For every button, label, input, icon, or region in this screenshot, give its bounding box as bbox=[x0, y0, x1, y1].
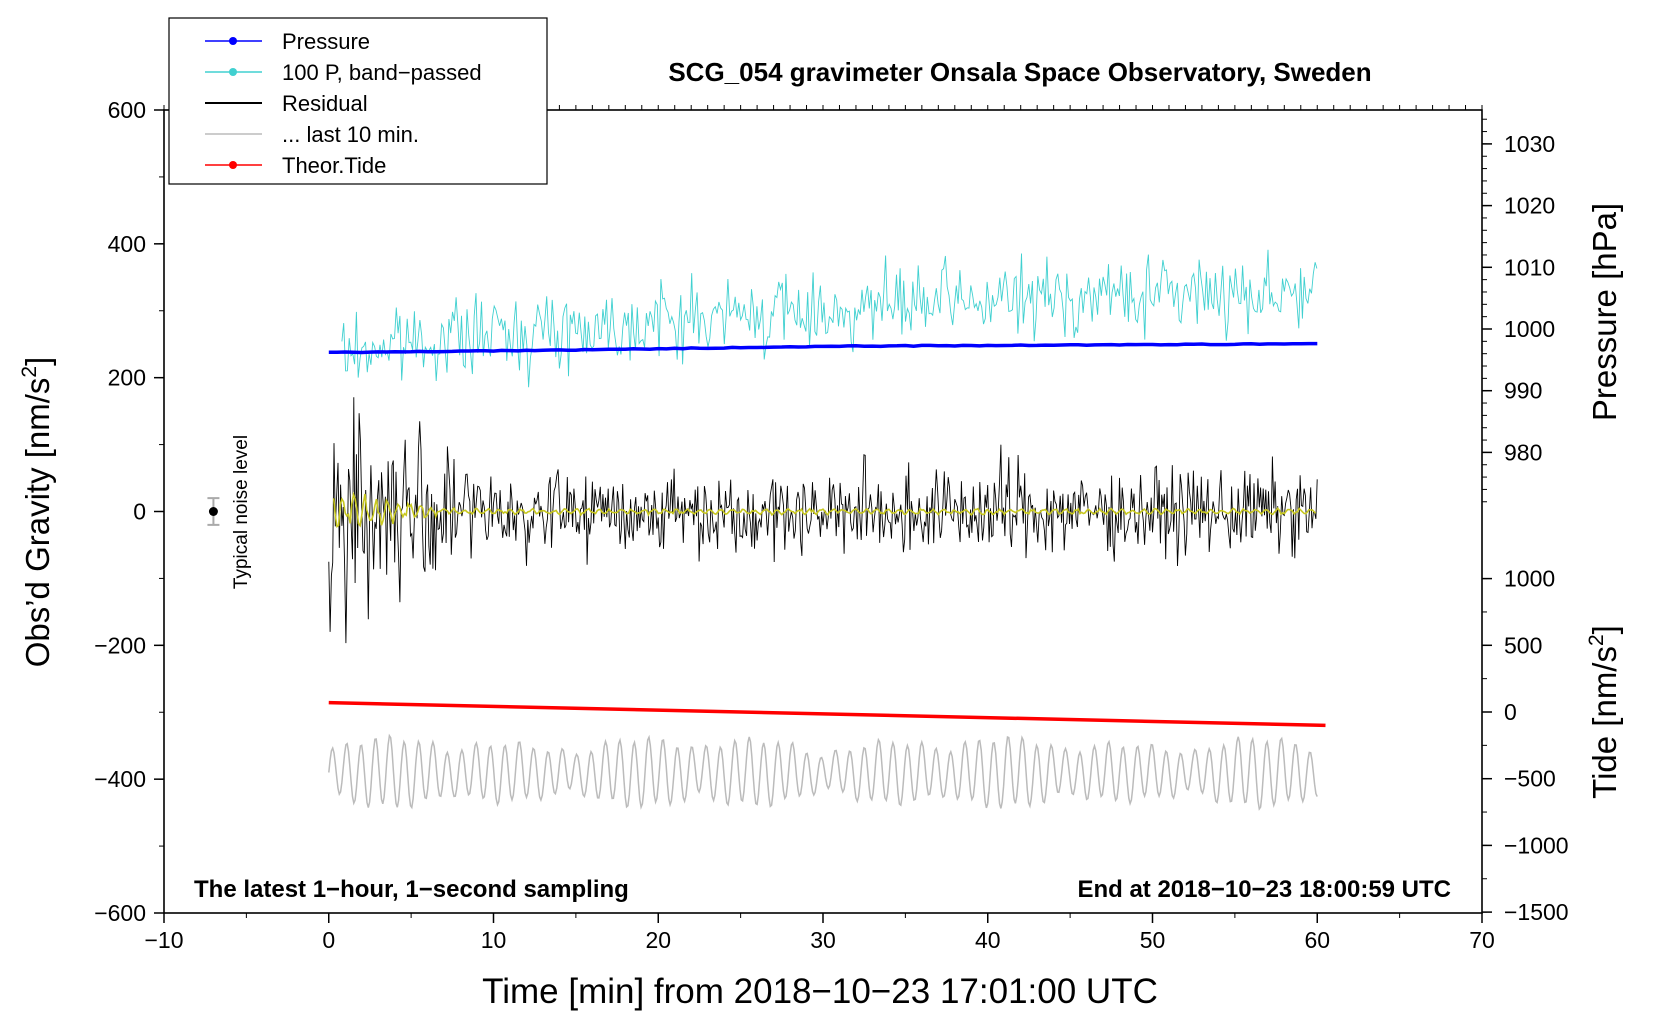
y-axis-label-left-suffix: ] bbox=[19, 357, 56, 366]
series-line-residual bbox=[328, 397, 1318, 644]
pressure-tick-label: 1010 bbox=[1504, 254, 1555, 280]
legend-label: ... last 10 min. bbox=[282, 122, 419, 147]
chart-title: SCG_054 gravimeter Onsala Space Observat… bbox=[668, 57, 1371, 87]
y-axis-label-tide-suffix: ] bbox=[1586, 625, 1623, 634]
noise-marker bbox=[207, 497, 220, 526]
y-tick-label: 0 bbox=[133, 499, 146, 525]
noise-point bbox=[208, 507, 218, 516]
x-tick-label: 70 bbox=[1469, 927, 1495, 953]
tide-tick-label: 0 bbox=[1504, 699, 1517, 725]
y-axis-label-left-prefix: Obs’d Gravity [nm/s bbox=[19, 378, 56, 668]
y-axis-label-tide-prefix: Tide [nm/s bbox=[1586, 646, 1623, 799]
y-axis-label-pressure: Pressure [hPa] bbox=[1586, 203, 1623, 421]
x-tick-label: 0 bbox=[322, 927, 335, 953]
annotation-right: End at 2018−10−23 18:00:59 UTC bbox=[1077, 876, 1451, 903]
x-tick-label: 20 bbox=[645, 927, 671, 953]
tide-tick-label: 1000 bbox=[1504, 566, 1555, 592]
series-line-tide bbox=[328, 700, 1326, 728]
noise-label: Typical noise level bbox=[231, 435, 252, 589]
series-line-pressure bbox=[328, 341, 1318, 355]
x-tick-label: 40 bbox=[975, 927, 1001, 953]
y-tick-label: −600 bbox=[94, 900, 146, 926]
pressure-tick-label: 1020 bbox=[1504, 193, 1555, 219]
annotation-left: The latest 1−hour, 1−second sampling bbox=[194, 876, 629, 903]
x-tick-label: 60 bbox=[1304, 927, 1330, 953]
x-tick-label: 50 bbox=[1140, 927, 1166, 953]
legend-marker bbox=[229, 161, 237, 169]
pressure-tick-label: 1000 bbox=[1504, 316, 1555, 342]
tide-tick-label: −500 bbox=[1504, 766, 1556, 792]
tide-tick-label: −1500 bbox=[1504, 899, 1569, 925]
legend-marker bbox=[229, 68, 237, 76]
tide-tick-label: 500 bbox=[1504, 632, 1542, 658]
pressure-tick-label: 1030 bbox=[1504, 131, 1555, 157]
legend: Pressure 100 P, band−passed Residual ... la… bbox=[168, 17, 548, 185]
tick-layer: −10 0 10 20 30 40 50 60 70−600−400−2000200400600… bbox=[94, 97, 1568, 953]
y-axis-label-left: Obs’d Gravity [nm/s2] bbox=[18, 357, 56, 668]
legend-label: Pressure bbox=[282, 29, 370, 54]
legend-marker bbox=[229, 37, 237, 45]
pressure-tick-label: 990 bbox=[1504, 378, 1542, 404]
tide-tick-label: −1000 bbox=[1504, 832, 1569, 858]
x-axis-label: Time [min] from 2018−10−23 17:01:00 UTC bbox=[482, 972, 1158, 1011]
y-axis-label-left-sup: 2 bbox=[18, 366, 41, 378]
legend-label: Residual bbox=[282, 91, 368, 116]
x-tick-label: 10 bbox=[481, 927, 507, 953]
x-tick-label: −10 bbox=[144, 927, 183, 953]
y-tick-label: 600 bbox=[108, 97, 146, 123]
y-tick-label: 200 bbox=[108, 365, 146, 391]
pressure-tick-label: 980 bbox=[1504, 439, 1542, 465]
data-layer bbox=[328, 249, 1326, 811]
y-axis-label-tide-sup: 2 bbox=[1585, 634, 1608, 646]
x-tick-label: 30 bbox=[810, 927, 836, 953]
series-line-residual-smoothed bbox=[332, 491, 1317, 528]
series-line-last-10-min bbox=[328, 733, 1318, 811]
y-tick-label: −200 bbox=[94, 632, 146, 658]
y-tick-label: 400 bbox=[108, 231, 146, 257]
y-axis-label-tide: Tide [nm/s2] bbox=[1585, 625, 1623, 799]
legend-label: Theor.Tide bbox=[282, 153, 386, 178]
series-line-bandpassed-pressure bbox=[341, 249, 1318, 388]
y-tick-label: −400 bbox=[94, 766, 146, 792]
legend-label: 100 P, band−passed bbox=[282, 60, 482, 85]
legend-box bbox=[168, 17, 548, 185]
